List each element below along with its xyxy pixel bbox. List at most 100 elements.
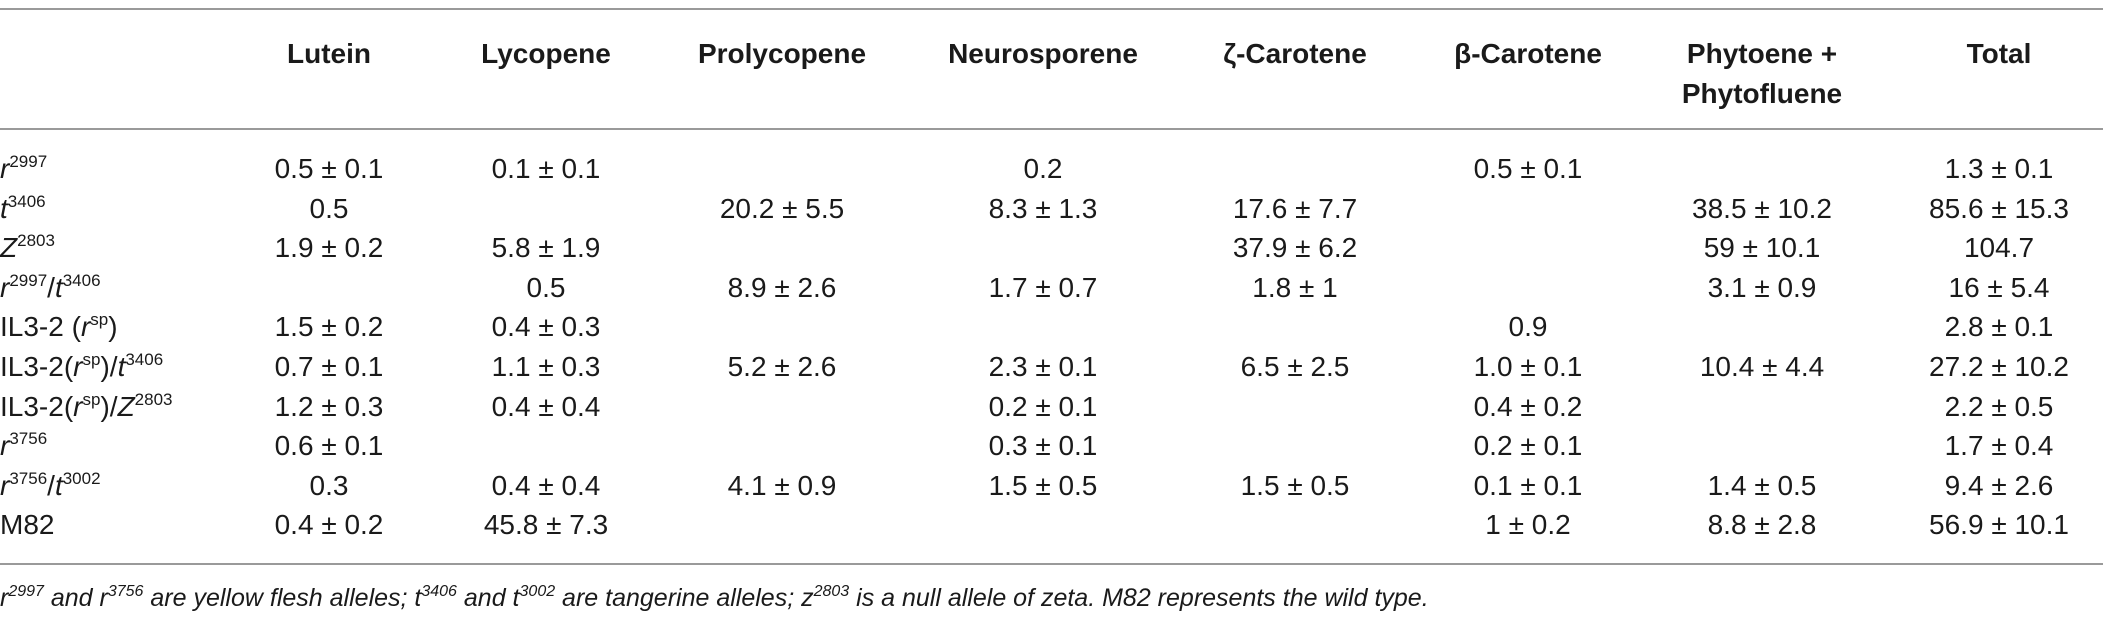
row-label-superscript: 2803: [17, 231, 55, 251]
table-row: IL3-2(rsp)/t3406 0.7 ± 0.1 1.1 ± 0.3 5.2 ± …: [0, 347, 2103, 387]
table-cell-total: 56.9 ± 10.1: [1929, 509, 2069, 541]
table-row: r2997 0.5 ± 0.1 0.1 ± 0.1 0.2 0.5 ± 0.1 1.3 ±…: [0, 149, 2103, 189]
table-cell-total: 104.7: [1963, 232, 2035, 264]
table-cell-neurosporene: 0.2 ± 0.1: [988, 390, 1098, 422]
table-cell-zeta: 17.6 ± 7.7: [1232, 192, 1358, 224]
table-cell-zeta: 6.5 ± 2.5: [1240, 351, 1350, 382]
table-cell-lutein: 1.9 ± 0.2: [274, 232, 384, 264]
footnote-text: is a null allele of zeta. M82 represents…: [849, 584, 1429, 612]
table-cell-lutein: 0.6 ± 0.1: [274, 430, 384, 462]
col-header-phytoene-phytofluene: Phytoene + Phytofluene: [1681, 38, 1843, 109]
table-cell-beta: 0.4 ± 0.2: [1473, 390, 1583, 422]
table-cell-total: 1.3 ± 0.1: [1944, 153, 2054, 184]
table-cell-beta: 1.0 ± 0.1: [1473, 351, 1583, 382]
table-cell-neurosporene: 2.3 ± 0.1: [988, 351, 1098, 382]
row-label-text: )/: [100, 351, 118, 382]
row-label: r2997/t3406: [0, 268, 101, 308]
row-label-text: t: [0, 192, 8, 224]
table-bottom-rule: [0, 563, 2103, 565]
row-label: t3406: [0, 189, 46, 229]
row-label: r3756/t3002: [0, 466, 101, 506]
table-row: r3756/t3002 0.3 0.4 ± 0.4 4.1 ± 0.9 1.5 ± 0.…: [0, 466, 2103, 506]
table-cell-lycopene: 45.8 ± 7.3: [483, 509, 609, 541]
table-row: M82 0.4 ± 0.2 45.8 ± 7.3 1 ± 0.2 8.8 ± 2.8 56…: [0, 505, 2103, 545]
row-label-text: M82: [0, 509, 55, 541]
table-cell-neurosporene: 8.3 ± 1.3: [988, 192, 1098, 224]
table-cell-phytoene: 1.4 ± 0.5: [1707, 469, 1817, 501]
footnote-superscript: 3406: [421, 583, 457, 600]
row-label-text: r: [0, 430, 10, 462]
row-label-text: Z: [0, 232, 18, 264]
row-label-superscript: 3756: [9, 429, 48, 449]
table-cell-lycopene: 0.4 ± 0.4: [491, 390, 601, 422]
col-header-prolycopene: Prolycopene: [697, 38, 867, 69]
row-label-text: r: [0, 469, 10, 501]
row-label-text: ): [108, 311, 118, 343]
row-label: r2997: [0, 149, 47, 189]
footnote-text: are tangerine alleles; z: [555, 584, 814, 612]
table-cell-total: 16 ± 5.4: [1948, 271, 2050, 303]
table-cell-total: 9.4 ± 2.6: [1944, 469, 2054, 501]
table-cell-phytoene: 38.5 ± 10.2: [1692, 192, 1832, 224]
table-row: Z2803 1.9 ± 0.2 5.8 ± 1.9 37.9 ± 6.2 59 ± 10…: [0, 228, 2103, 268]
row-label-text: t: [54, 469, 63, 501]
footnote-superscript: 2997: [8, 583, 44, 600]
row-label: M82: [0, 505, 54, 545]
row-label-text: t: [54, 271, 63, 303]
row-label-superscript: 3756: [9, 468, 48, 488]
col-header-total: Total: [1966, 38, 2032, 69]
table-cell-lycopene: 0.4 ± 0.3: [491, 311, 601, 343]
table-cell-zeta: 1.5 ± 0.5: [1240, 469, 1350, 501]
table-cell-lutein: 0.4 ± 0.2: [274, 509, 384, 541]
table-row: r2997/t3406 0.5 8.9 ± 2.6 1.7 ± 0.7 1.8 ± 1 3…: [0, 268, 2103, 308]
table-cell-total: 2.2 ± 0.5: [1944, 390, 2054, 422]
table-top-rule: [0, 8, 2103, 10]
row-label-superscript: 2997: [9, 270, 48, 290]
footnote-superscript: 3756: [107, 583, 144, 600]
row-label-superscript: 3406: [7, 191, 46, 211]
table-cell-total: 1.7 ± 0.4: [1944, 430, 2054, 462]
footnote-text: r: [0, 584, 9, 612]
row-label-text: /: [47, 271, 55, 303]
row-label-text: IL3-2(: [0, 390, 74, 422]
row-label-superscript: sp: [82, 389, 101, 409]
row-label-superscript: sp: [90, 310, 109, 330]
table-cell-beta: 0.1 ± 0.1: [1473, 469, 1583, 501]
row-label-superscript: sp: [82, 350, 101, 369]
table-cell-prolycopene: 8.9 ± 2.6: [727, 271, 837, 303]
col-header-neurosporene: Neurosporene: [948, 38, 1138, 69]
table-cell-phytoene: 3.1 ± 0.9: [1707, 271, 1817, 303]
footnote-text: and t: [456, 584, 520, 612]
row-label-superscript: 3406: [125, 350, 164, 369]
table-cell-neurosporene: 0.3 ± 0.1: [988, 430, 1098, 462]
table-row: t3406 0.5 20.2 ± 5.5 8.3 ± 1.3 17.6 ± 7.7 38.…: [0, 189, 2103, 229]
table-cell-lutein: 0.5 ± 0.1: [274, 153, 384, 184]
footnote-text: are yellow flesh alleles; t: [143, 584, 422, 612]
footnote-superscript: 2803: [813, 583, 850, 600]
table-cell-prolycopene: 5.2 ± 2.6: [727, 351, 837, 382]
table-cell-prolycopene: 20.2 ± 5.5: [719, 192, 845, 224]
table-row: IL3-2 (rsp) 1.5 ± 0.2 0.4 ± 0.3 0.9 2.8 ± 0.…: [0, 307, 2103, 347]
row-label-text: IL3-2 (: [0, 311, 81, 343]
row-label-text: t: [117, 351, 126, 382]
table-cell-zeta: 1.8 ± 1: [1252, 271, 1338, 303]
row-label-text: r: [0, 271, 10, 303]
footnote-superscript: 3002: [519, 583, 556, 600]
table-cell-lutein: 1.2 ± 0.3: [274, 390, 384, 422]
row-label-text: IL3-2(: [0, 351, 74, 382]
row-label-text: /: [47, 469, 55, 501]
table-cell-phytoene: 59 ± 10.1: [1703, 232, 1821, 264]
table-cell-beta: 0.5 ± 0.1: [1473, 153, 1583, 184]
table-cell-lutein: 0.3: [309, 469, 349, 501]
table-cell-lycopene: 0.1 ± 0.1: [491, 153, 601, 184]
row-label-text: r: [73, 390, 83, 422]
table-cell-prolycopene: 4.1 ± 0.9: [727, 469, 837, 501]
table-cell-lycopene: 0.5: [526, 271, 566, 303]
table-cell-zeta: 37.9 ± 6.2: [1232, 232, 1358, 264]
table-cell-lycopene: 0.4 ± 0.4: [491, 469, 601, 501]
table-cell-neurosporene: 1.5 ± 0.5: [988, 469, 1098, 501]
table-footnote: r2997 and r3756 are yellow flesh alleles…: [0, 580, 1429, 616]
table-cell-total: 85.6 ± 15.3: [1929, 192, 2069, 224]
row-label-superscript: 2997: [9, 152, 48, 171]
table-cell-lycopene: 5.8 ± 1.9: [491, 232, 601, 264]
